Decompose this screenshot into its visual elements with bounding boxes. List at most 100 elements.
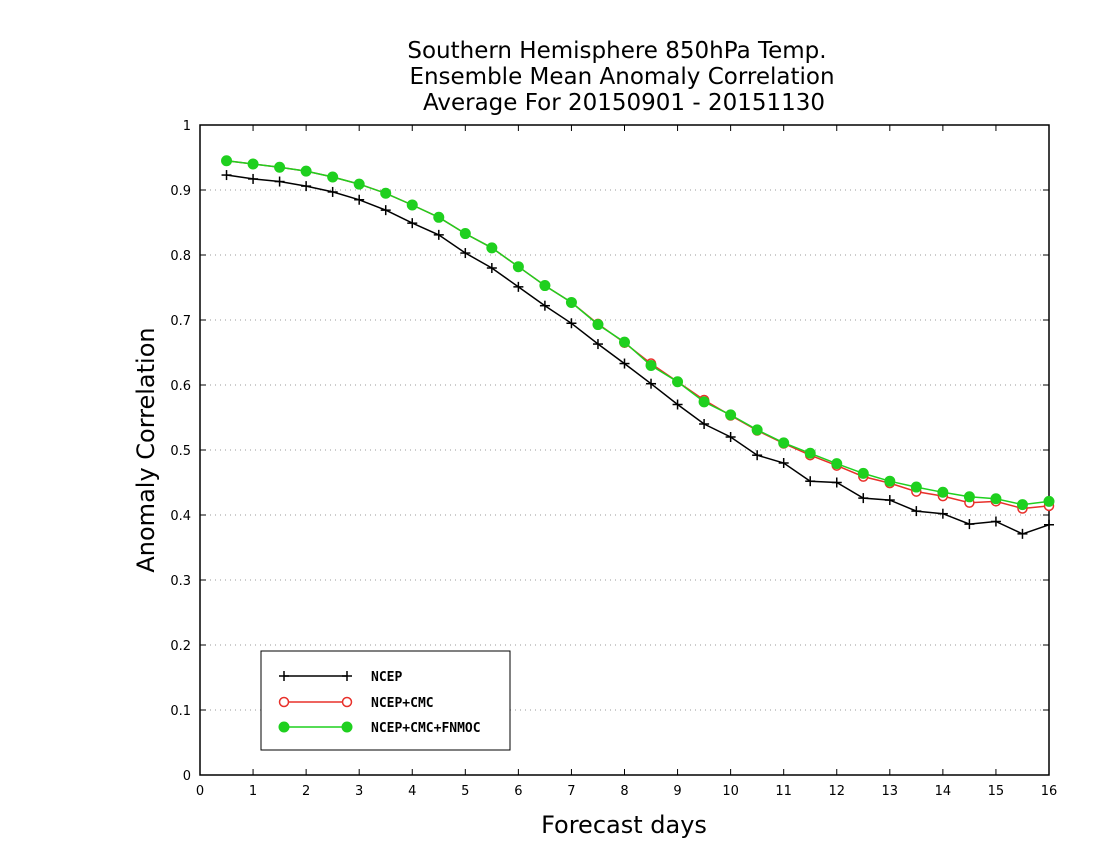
data-point <box>619 358 630 369</box>
x-tick-label: 15 <box>988 784 1005 799</box>
data-point <box>327 171 339 183</box>
legend-label: NCEP+CMC <box>371 696 434 711</box>
title-line-1: Southern Hemisphere 850hPa Temp. <box>407 38 826 64</box>
data-point <box>672 376 684 388</box>
data-point <box>752 450 763 461</box>
data-point <box>804 447 816 459</box>
data-point <box>751 424 763 436</box>
legend: NCEP NCEP+CMC NCEP+CMC+FNMOC <box>260 650 511 751</box>
data-point <box>274 176 285 187</box>
legend-marker <box>341 696 353 708</box>
x-axis-title: Forecast days <box>541 811 707 839</box>
data-point <box>247 158 259 170</box>
legend-label: NCEP <box>371 670 402 685</box>
title-line-2: Ensemble Mean Anomaly Correlation <box>409 64 834 90</box>
data-point <box>963 491 975 503</box>
data-point <box>725 432 736 442</box>
data-point <box>1016 499 1028 511</box>
data-point <box>990 516 1001 527</box>
x-tick-label: 14 <box>935 784 952 799</box>
x-tick-label: 16 <box>1041 784 1058 799</box>
grid <box>200 189 1049 711</box>
data-point <box>725 409 737 421</box>
data-point <box>513 281 524 292</box>
legend-marker <box>341 721 353 733</box>
legend-marker <box>279 671 289 681</box>
x-tick-label: 10 <box>722 784 739 799</box>
x-tick-label: 1 <box>249 784 257 799</box>
data-point <box>327 186 338 197</box>
data-point <box>911 506 922 517</box>
y-tick-label: 1 <box>183 119 191 134</box>
data-point <box>910 481 922 493</box>
data-point <box>619 336 630 348</box>
x-tick-label: 8 <box>620 784 628 799</box>
data-point <box>248 173 259 184</box>
chart-title: Southern Hemisphere 850hPa Temp. Ensembl… <box>407 38 834 116</box>
data-point <box>699 419 710 429</box>
data-point <box>831 477 842 488</box>
series <box>221 155 1055 539</box>
data-point <box>672 399 683 410</box>
data-point <box>459 228 471 240</box>
y-tick-label: 0.2 <box>170 639 191 654</box>
data-point <box>937 508 948 519</box>
y-tick-label: 0.9 <box>170 184 191 199</box>
legend-marker <box>342 671 352 681</box>
y-tick-label: 0.6 <box>170 379 191 394</box>
data-point <box>433 211 445 223</box>
x-axis: 0 1 2 3 4 5 6 7 8 9 10 11 12 13 14 15 16 <box>196 125 1057 799</box>
data-point <box>1044 519 1054 530</box>
series-line <box>226 160 1050 506</box>
data-point <box>698 396 710 408</box>
data-point <box>380 187 392 199</box>
title-line-3: Average For 20150901 - 20151130 <box>423 90 825 116</box>
data-point <box>858 493 869 504</box>
data-point <box>539 300 550 311</box>
data-point <box>831 458 843 470</box>
y-tick-label: 0.1 <box>170 704 191 719</box>
x-tick-label: 0 <box>196 784 204 799</box>
data-point <box>1043 495 1055 507</box>
x-tick-label: 9 <box>673 784 681 799</box>
data-point <box>565 296 577 308</box>
x-tick-label: 4 <box>408 784 416 799</box>
x-tick-label: 13 <box>882 784 899 799</box>
data-point <box>486 242 498 254</box>
y-axis-title: Anomaly Correlation <box>132 327 160 572</box>
data-point <box>805 476 816 487</box>
data-point <box>380 205 391 216</box>
series-line <box>226 174 1050 535</box>
data-point <box>1017 528 1028 539</box>
data-point <box>778 458 789 468</box>
data-point <box>566 318 577 329</box>
x-tick-label: 6 <box>514 784 522 799</box>
data-point <box>645 360 657 371</box>
data-point <box>646 378 657 389</box>
y-tick-label: 0.8 <box>170 249 191 264</box>
series-0 <box>221 170 1054 539</box>
data-point <box>539 280 551 292</box>
data-point <box>884 495 895 506</box>
x-tick-label: 3 <box>355 784 363 799</box>
data-point <box>592 319 604 331</box>
legend-marker <box>278 721 290 733</box>
y-tick-label: 0.5 <box>170 444 191 459</box>
data-point <box>221 155 233 167</box>
data-point <box>592 339 603 350</box>
data-point <box>353 178 365 190</box>
y-tick-label: 0.7 <box>170 314 191 329</box>
legend-marker <box>278 696 290 708</box>
legend-label: NCEP+CMC+FNMOC <box>371 721 481 736</box>
x-tick-label: 5 <box>461 784 469 799</box>
x-tick-label: 12 <box>828 784 845 799</box>
y-tick-label: 0 <box>183 769 191 784</box>
data-point <box>301 181 312 192</box>
x-tick-label: 2 <box>302 784 310 799</box>
data-point <box>221 170 232 181</box>
data-point <box>354 194 365 205</box>
data-point <box>512 261 524 273</box>
series-2 <box>221 155 1055 511</box>
data-point <box>486 263 497 273</box>
